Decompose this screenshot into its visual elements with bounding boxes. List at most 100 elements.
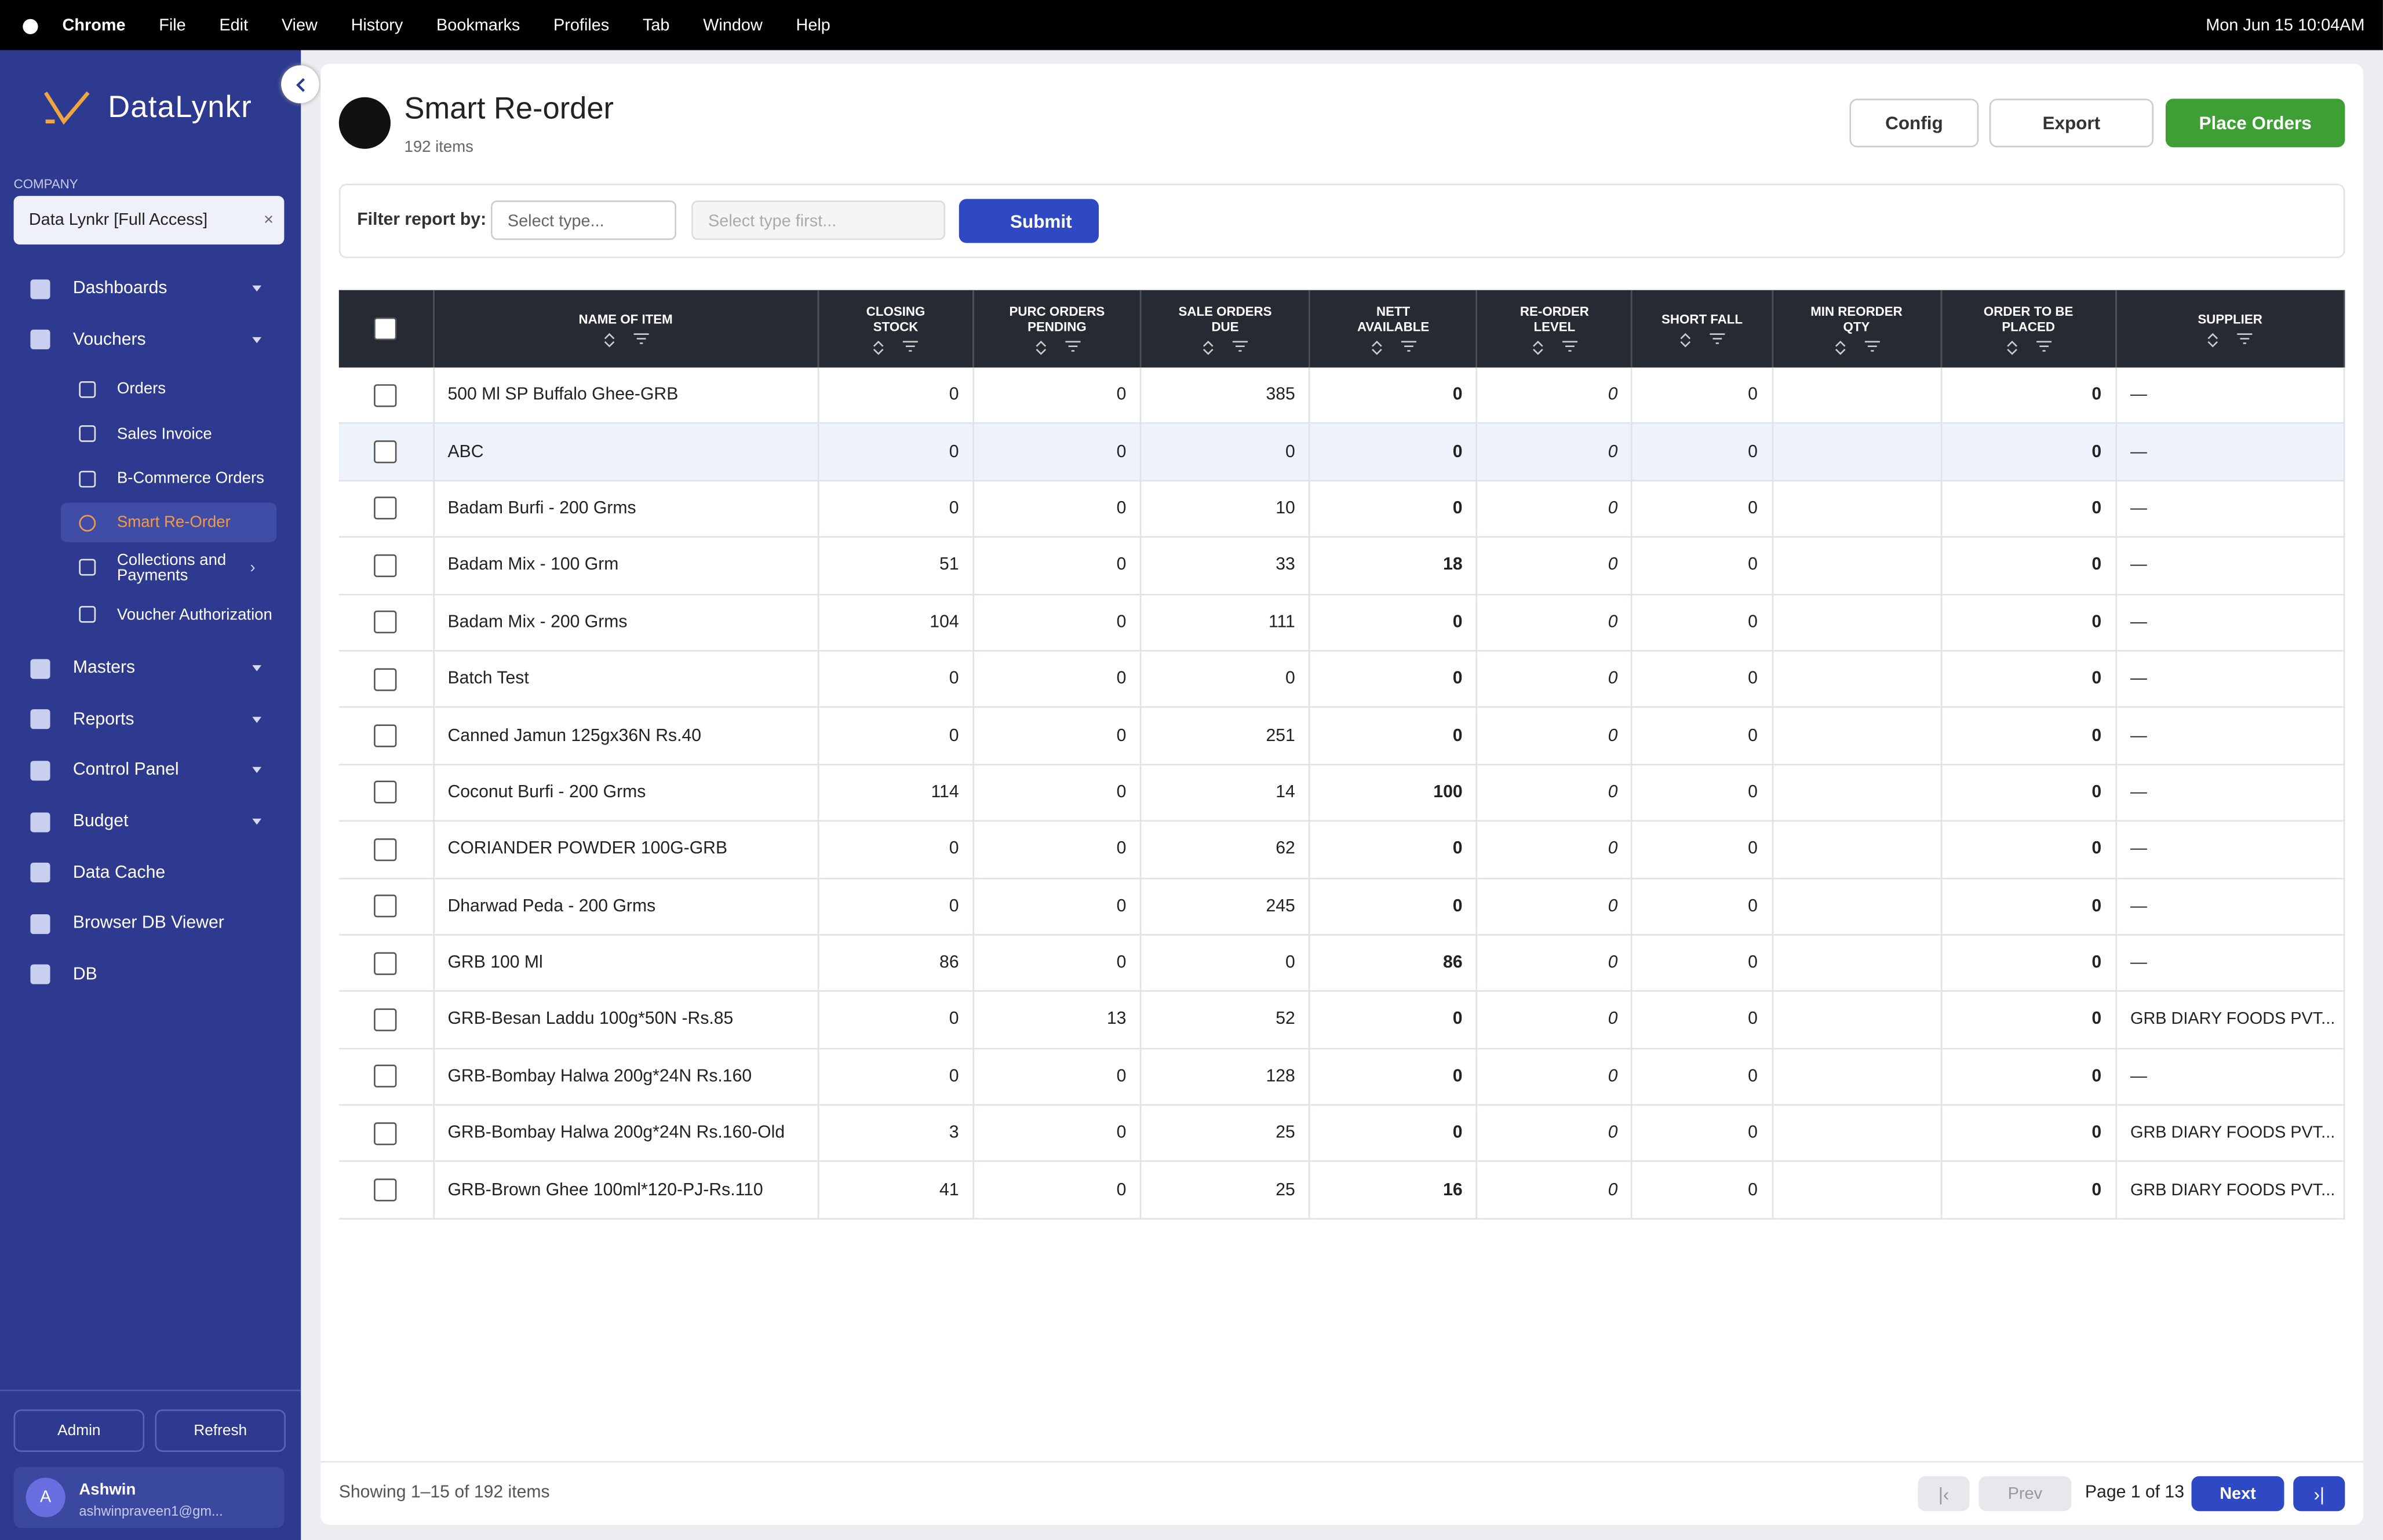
table-row[interactable]: CORIANDER POWDER 100G-GRB 0 0 62 0 0 0 0— [338,821,2345,879]
row-checkbox[interactable] [374,895,398,918]
row-checkbox[interactable] [374,781,398,804]
cell [338,480,434,538]
collapse-button[interactable] [281,65,319,104]
menu-item[interactable]: Help [796,16,830,34]
nav-subitem[interactable]: B-Commerce Orders [61,459,276,498]
menu-item[interactable]: Edit [219,16,249,34]
row-checkbox[interactable] [374,951,398,975]
row-checkbox[interactable] [374,1065,398,1088]
row-checkbox[interactable] [374,1122,398,1145]
table-row[interactable]: ABC 0 0 0 0 0 0 0— [338,424,2345,481]
company-clear[interactable]: × [264,211,274,229]
table-row[interactable]: GRB-Besan Laddu 100g*50N -Rs.85 0 13 52 0 0 0 0… [338,991,2345,1049]
nav-subitem[interactable]: Voucher Authorization [61,595,276,634]
menu-item[interactable]: View [281,16,318,34]
menu-item[interactable]: Bookmarks [436,16,520,34]
row-checkbox[interactable] [374,724,398,747]
sort-filter-icons[interactable] [980,340,1134,355]
nav-subitem[interactable]: Collections and Payments › [61,548,276,587]
row-checkbox[interactable] [374,554,398,577]
place-orders-button[interactable]: Place Orders [2165,98,2345,148]
cell: 0 [1632,480,1773,538]
nav-item[interactable]: Control Panel [30,753,274,789]
menu-item[interactable]: File [159,16,186,34]
nav-subitem[interactable]: Sales Invoice [61,414,276,454]
apple-icon[interactable] [21,15,39,35]
nav-item[interactable]: Reports [30,702,274,738]
cell: 0 [973,367,1142,425]
config-button[interactable]: Config [1849,98,1979,148]
nav-label: Budget [72,812,129,831]
nav-item[interactable]: Data Cache [30,855,274,891]
avatar: A [25,1477,65,1517]
select-all-checkbox[interactable] [374,317,398,341]
sort-filter-icons[interactable] [1779,340,1934,355]
table-row[interactable]: 500 Ml SP Buffalo Ghee-GRB 0 0 385 0 0 0 0— [338,367,2345,425]
row-checkbox[interactable] [374,611,398,634]
value-select[interactable]: Select type first... [691,200,946,240]
type-select[interactable]: Select type... [491,200,676,240]
cell: 0 [1477,707,1633,765]
row-checkbox[interactable] [374,497,398,520]
export-button[interactable]: Export [1989,98,2154,148]
nav-item[interactable]: Budget [30,804,274,840]
table-row[interactable]: GRB-Bombay Halwa 200g*24N Rs.160 0 0 128 0 0 0… [338,1048,2345,1106]
row-checkbox[interactable] [374,384,398,407]
row-checkbox[interactable] [374,667,398,691]
cell: — [2116,537,2345,595]
nav-subitem[interactable]: Smart Re-Order [60,503,277,543]
nav-item[interactable]: Masters [30,650,274,687]
column-title: NETT AVAILABLE [1357,302,1430,334]
menu-item[interactable]: Tab [642,16,670,34]
header-cell: ORDER TO BE PLACED [1941,290,2117,368]
table-row[interactable]: Badam Mix - 200 Grms 104 0 111 0 0 0 0— [338,594,2345,652]
table-row[interactable]: Badam Burfi - 200 Grms 0 0 10 0 0 0 0— [338,480,2345,538]
sort-filter-icons[interactable] [825,340,967,355]
next-button[interactable]: Next [2191,1476,2284,1512]
cell: 0 [1477,935,1633,992]
user-card: A Ashwin ashwinpraveen1@gm... [13,1467,285,1528]
prev-button[interactable]: Prev [1978,1476,2072,1512]
menu-item[interactable]: Window [703,16,763,34]
nav-label: Sales Invoice [116,424,212,443]
submit-button[interactable]: Submit [959,199,1099,243]
sort-filter-icons[interactable] [1639,332,1765,347]
sort-filter-icons[interactable] [1484,340,1625,355]
nav-item[interactable]: Vouchers [30,322,274,358]
nav-label: Masters [72,659,136,678]
admin-button[interactable]: Admin [13,1409,145,1452]
cell: ABC [433,424,819,481]
sort-filter-icons[interactable] [1147,340,1303,355]
table-row[interactable]: Batch Test 0 0 0 0 0 0 0— [338,651,2345,709]
table-row[interactable]: Badam Mix - 100 Grm 51 0 33 18 0 0 0— [338,537,2345,595]
table-row[interactable]: GRB-Brown Ghee 100ml*120-PJ-Rs.110 41 0 25 1… [338,1162,2345,1220]
row-checkbox[interactable] [374,1008,398,1031]
refresh-button[interactable]: Refresh [155,1409,286,1452]
sort-filter-icons[interactable] [1317,340,1470,355]
nav-item[interactable]: Browser DB Viewer [30,906,274,942]
reorder-table: NAME OF ITEM CLOSING STOCK PURC ORDERS PEN… [338,290,2345,1220]
row-checkbox[interactable] [374,1178,398,1202]
last-page-button[interactable]: ›| [2293,1476,2345,1512]
sort-filter-icons[interactable] [1948,340,2109,355]
cell [338,878,434,936]
table-row[interactable]: Coconut Burfi - 200 Grms 114 0 14 100 0 0 0— [338,764,2345,822]
table-row[interactable]: GRB 100 Ml 86 0 0 86 0 0 0— [338,935,2345,992]
table-row[interactable]: Canned Jamun 125gx36N Rs.40 0 0 251 0 0 0 0— [338,707,2345,765]
menu-item[interactable]: History [351,16,403,34]
table-row[interactable]: GRB-Bombay Halwa 200g*24N Rs.160-Old 3 0 25… [338,1105,2345,1163]
menu-item[interactable]: Profiles [553,16,610,34]
cell: 0 [1632,935,1773,992]
sort-filter-icons[interactable] [2123,332,2337,347]
app-name[interactable]: Chrome [62,16,126,34]
nav-subitem[interactable]: Orders [61,369,276,408]
table-row[interactable]: Dharwad Peda - 200 Grms 0 0 245 0 0 0 0— [338,878,2345,936]
row-checkbox[interactable] [374,440,398,464]
nav-item[interactable]: DB [30,957,274,993]
first-page-button[interactable]: |‹ [1918,1476,1970,1512]
nav-item[interactable]: Dashboards [30,271,274,307]
company-select[interactable]: Data Lynkr [Full Access] × [13,196,285,245]
cell: Badam Burfi - 200 Grms [433,480,819,538]
sort-filter-icons[interactable] [440,332,811,347]
row-checkbox[interactable] [374,838,398,861]
